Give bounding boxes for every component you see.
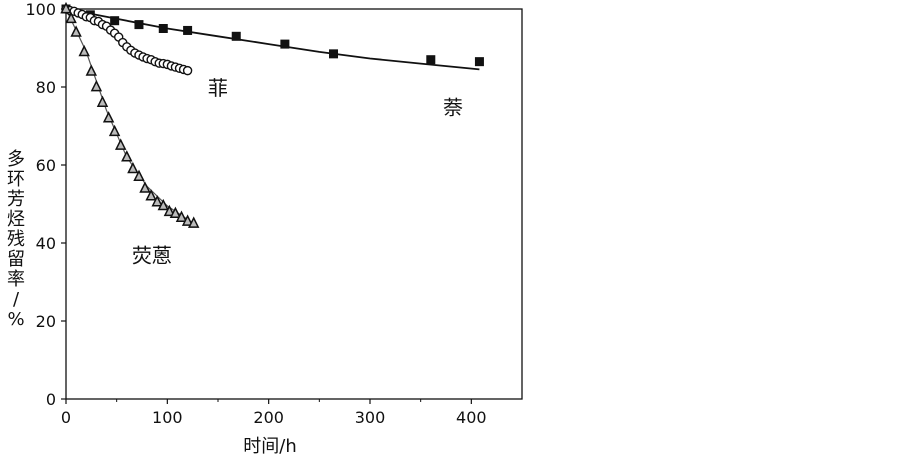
y-tick-label: 80 xyxy=(36,78,56,97)
x-tick-label: 100 xyxy=(152,408,183,427)
triangle-marker xyxy=(187,216,200,228)
triangle-marker xyxy=(96,95,109,107)
x-tick-label: 0 xyxy=(61,408,71,427)
triangle-marker xyxy=(139,181,151,193)
series-label-1: 萘 xyxy=(443,95,463,119)
circle-marker xyxy=(182,65,193,76)
y-tick-label: 20 xyxy=(36,312,56,331)
triangle-marker xyxy=(127,161,139,174)
x-axis-title: 时间/h xyxy=(243,436,296,457)
triangle-marker xyxy=(181,214,194,226)
y-axis-title: 多环芳烃残留率/% xyxy=(7,149,25,330)
y-tick-label: 100 xyxy=(25,0,56,19)
square-marker xyxy=(158,24,168,33)
triangle-marker xyxy=(90,79,103,92)
triangle-marker xyxy=(65,11,77,24)
triangle-marker xyxy=(114,138,127,150)
triangle-marker xyxy=(60,1,72,14)
x-axis-ticks: 0 100 200 300 400 xyxy=(61,399,487,427)
series-label-2: 菲 xyxy=(208,76,228,100)
triangle-marker xyxy=(85,64,98,76)
fit-line-1 xyxy=(65,8,480,71)
y-axis-ticks: 0 20 40 60 80 100 xyxy=(25,0,66,409)
triangle-marker xyxy=(102,111,115,123)
triangle-marker xyxy=(70,25,82,37)
square-marker xyxy=(183,25,193,35)
x-tick-label: 300 xyxy=(355,408,386,427)
square-marker xyxy=(110,16,120,26)
series-labels: 萘 菲荧蒽 xyxy=(132,76,463,268)
triangle-marker xyxy=(78,44,90,57)
triangle-marker xyxy=(121,150,133,162)
y-tick-label: 60 xyxy=(36,156,56,175)
triangle-marker xyxy=(145,189,157,201)
plot-border xyxy=(65,8,523,400)
square-marker xyxy=(474,57,484,67)
square-marker xyxy=(280,39,290,49)
x-tick-label: 400 xyxy=(456,408,487,427)
square-marker xyxy=(426,55,436,65)
triangle-marker xyxy=(157,198,170,211)
triangle-marker xyxy=(151,195,163,207)
x-tick-label: 200 xyxy=(253,408,284,427)
triangle-marker xyxy=(169,206,182,219)
y-tick-label: 40 xyxy=(36,234,56,253)
data-markers xyxy=(60,1,484,228)
square-marker xyxy=(231,31,241,41)
triangle-marker xyxy=(163,204,176,217)
plot-frame xyxy=(65,8,523,400)
triangle-marker xyxy=(133,169,145,182)
square-marker xyxy=(329,49,339,59)
triangle-marker xyxy=(108,124,121,137)
y-tick-label: 0 xyxy=(46,390,56,409)
series-label-3: 荧蒽 xyxy=(132,244,172,268)
square-marker xyxy=(134,20,144,30)
triangle-marker xyxy=(175,210,188,222)
